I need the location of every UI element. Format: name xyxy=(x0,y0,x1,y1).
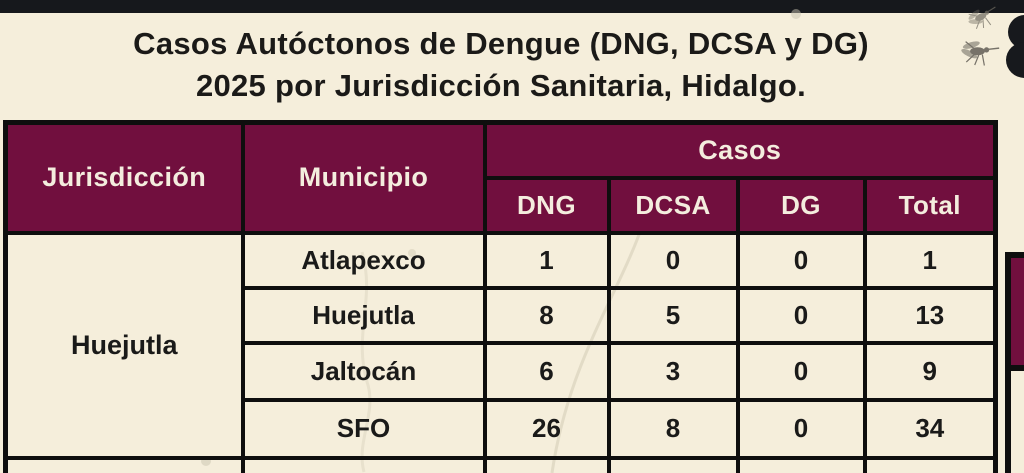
col-header-municipio: Municipio xyxy=(240,120,487,235)
dng-cell: 6 xyxy=(482,340,611,402)
total-cell: 13 xyxy=(862,285,998,345)
dg-cell: 0 xyxy=(735,230,867,290)
mosquito-icon xyxy=(963,0,1003,35)
dng-cell: 8 xyxy=(482,285,611,345)
col-header-total: Total xyxy=(862,175,998,235)
corner-decoration-shape xyxy=(1006,42,1024,78)
dng-cell: 26 xyxy=(482,397,611,460)
adjacent-table-header-cell xyxy=(1011,258,1024,371)
col-header-jurisdiccion: Jurisdicción xyxy=(3,120,245,235)
col-header-casos: Casos xyxy=(482,120,998,180)
table-row: Jaltocán 6 3 0 9 xyxy=(6,340,998,402)
adjacent-table-fragment xyxy=(1005,252,1024,473)
municipio-cell: Atlapexco xyxy=(240,230,487,290)
top-bar xyxy=(0,0,1024,13)
dcsa-cell: 3 xyxy=(606,340,740,402)
table-row: SFO 26 8 0 34 xyxy=(6,397,998,460)
mosquito-icon xyxy=(957,33,1003,72)
total-cell: 9 xyxy=(862,340,998,402)
corner-decoration-shape xyxy=(1008,15,1024,49)
header-row-top: Jurisdicción Municipio Casos xyxy=(3,120,998,235)
dng-cell: 1 xyxy=(482,230,611,290)
total-cell: 34 xyxy=(862,397,998,460)
dcsa-cell: 8 xyxy=(606,397,740,460)
title-line-2: 2025 por Jurisdicción Sanitaria, Hidalgo… xyxy=(195,68,807,103)
col-header-dg: DG xyxy=(735,175,867,235)
dg-cell: 0 xyxy=(735,397,867,460)
empty-cell xyxy=(735,455,867,473)
empty-cell xyxy=(3,455,245,473)
dcsa-cell: 5 xyxy=(606,285,740,345)
empty-cell xyxy=(606,455,740,473)
table-row: Huejutla 8 5 0 13 xyxy=(6,285,998,345)
table-row-partial xyxy=(3,455,998,473)
dengue-cases-table: Jurisdicción Municipio Casos DNG DCSA DG… xyxy=(3,120,999,473)
page-title: Casos Autóctonos de Dengue (DNG, DCSA y … xyxy=(0,23,1002,107)
jurisdiccion-cell: Huejutla xyxy=(3,230,245,460)
empty-cell xyxy=(482,455,611,473)
table-row: Huejutla Atlapexco 1 0 0 1 xyxy=(3,230,998,460)
empty-cell xyxy=(240,455,487,473)
empty-cell xyxy=(862,455,998,473)
municipio-cell: SFO xyxy=(240,397,487,460)
total-cell: 1 xyxy=(862,230,998,290)
col-header-dcsa: DCSA xyxy=(606,175,740,235)
title-line-1: Casos Autóctonos de Dengue (DNG, DCSA y … xyxy=(133,26,869,61)
col-header-dng: DNG xyxy=(482,175,611,235)
header-row-sub: DNG DCSA DG Total xyxy=(6,175,998,235)
municipio-cell: Huejutla xyxy=(240,285,487,345)
municipio-cell: Jaltocán xyxy=(240,340,487,402)
dg-cell: 0 xyxy=(735,340,867,402)
dg-cell: 0 xyxy=(735,285,867,345)
dcsa-cell: 0 xyxy=(606,230,740,290)
